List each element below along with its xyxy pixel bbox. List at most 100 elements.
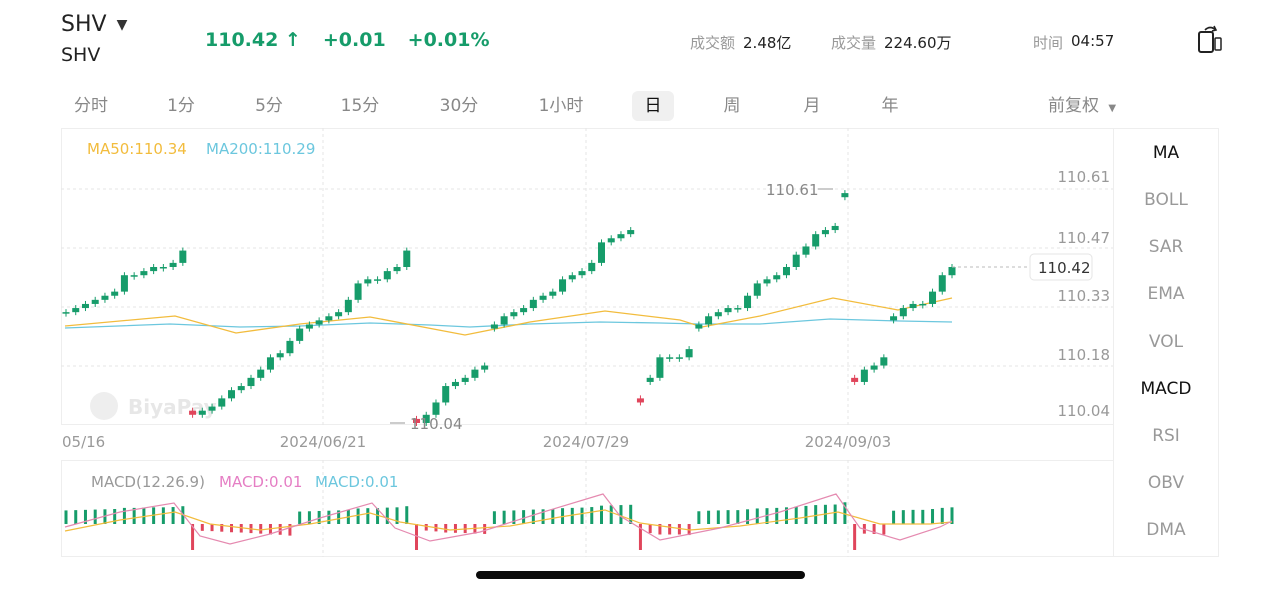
candle-body: [734, 308, 742, 310]
date-tick: 2024/07/29: [543, 433, 629, 451]
indicator-panel: MA BOLL SAR EMA VOL MACD RSI OBV DMA: [1113, 128, 1219, 557]
macd-bar: [736, 510, 740, 524]
tab-week[interactable]: 周: [723, 96, 741, 116]
macd-bar: [337, 510, 341, 524]
price-change: +0.01: [322, 29, 386, 51]
candle-body: [335, 312, 343, 317]
main-chart-frame[interactable]: [61, 128, 1113, 425]
macd-bar: [580, 507, 584, 524]
candle-body: [520, 308, 528, 313]
home-indicator[interactable]: [476, 571, 805, 579]
macd-bar: [833, 504, 837, 524]
volume-value: 224.60万: [884, 34, 952, 52]
macd-dea-line: [64, 509, 953, 532]
macd-dif-line: [64, 493, 953, 545]
macd-bar: [191, 524, 195, 550]
candle-body: [354, 283, 362, 300]
candle-body: [208, 406, 216, 411]
macd-bar: [522, 510, 526, 524]
rotate-screen-icon[interactable]: [1196, 24, 1224, 54]
indicator-vol[interactable]: VOL: [1148, 332, 1184, 352]
macd-bar: [901, 510, 905, 524]
macd-bar: [405, 506, 409, 524]
macd-bar: [512, 510, 516, 524]
tab-15min[interactable]: 15分: [340, 96, 380, 116]
macd-bar: [638, 524, 642, 550]
macd-bar: [551, 509, 555, 524]
macd-bar: [278, 524, 282, 535]
candle-body: [150, 267, 158, 272]
tab-1hour[interactable]: 1小时: [538, 96, 584, 116]
macd-bar: [784, 507, 788, 524]
tab-30min[interactable]: 30分: [439, 96, 479, 116]
candle-body: [812, 234, 820, 247]
tab-year[interactable]: 年: [881, 96, 899, 116]
macd-bar: [356, 508, 360, 524]
candle-body: [510, 312, 518, 317]
candle-body: [821, 230, 829, 235]
tab-month[interactable]: 月: [803, 96, 821, 116]
indicator-ma[interactable]: MA: [1152, 143, 1180, 163]
candle-body: [851, 377, 859, 382]
symbol-selector[interactable]: SHV ▼: [61, 12, 127, 37]
macd-bar: [746, 509, 750, 524]
indicator-dma[interactable]: DMA: [1146, 520, 1186, 540]
price-row: 110.42 ↑ +0.01 +0.01%: [205, 29, 490, 51]
price-tick: 110.18: [1058, 346, 1111, 364]
watermark: BiyaPay: [90, 392, 217, 420]
candle-body: [890, 316, 898, 321]
price-tick: 110.33: [1058, 287, 1111, 305]
ma50-legend: MA50:110.34: [87, 140, 187, 158]
candle-body: [938, 275, 946, 292]
indicator-sar[interactable]: SAR: [1148, 237, 1184, 257]
candle-body: [685, 349, 693, 358]
macd-bar: [853, 524, 857, 550]
indicator-rsi[interactable]: RSI: [1152, 426, 1180, 446]
candle-body: [695, 324, 703, 329]
candle-body: [666, 357, 674, 359]
candle-body: [471, 369, 479, 378]
tab-1min[interactable]: 1分: [167, 96, 195, 116]
candle-body: [880, 357, 888, 366]
macd-bar: [376, 508, 380, 524]
price-tick: 110.04: [1058, 402, 1111, 420]
macd-bar: [658, 524, 662, 535]
turnover-stat: 成交额 2.48亿: [690, 32, 791, 53]
macd-params-legend: MACD(12.26.9): [91, 473, 205, 491]
adjust-label: 前复权: [1048, 96, 1099, 116]
candle-body: [705, 316, 713, 325]
indicator-boll[interactable]: BOLL: [1144, 190, 1188, 210]
macd-bar: [716, 510, 720, 524]
macd-bar: [327, 510, 331, 524]
macd-bar: [502, 510, 506, 524]
candle-body: [432, 402, 440, 415]
candle-body: [607, 238, 615, 243]
candle-body: [296, 328, 304, 341]
macd-bar: [619, 505, 623, 524]
macd-chart-frame[interactable]: [61, 460, 1113, 557]
candle-body: [374, 279, 382, 281]
candle-body: [763, 279, 771, 284]
tab-intraday[interactable]: 分时: [74, 96, 108, 116]
tab-day[interactable]: 日: [632, 91, 674, 121]
indicator-ema[interactable]: EMA: [1147, 284, 1185, 304]
candle-body: [218, 398, 226, 407]
candle-body: [568, 275, 576, 280]
candles: [62, 190, 956, 426]
candle-body: [266, 357, 274, 370]
macd-bar: [882, 524, 886, 535]
macd-bar: [317, 510, 321, 524]
tab-5min[interactable]: 5分: [255, 96, 283, 116]
indicator-macd[interactable]: MACD: [1140, 379, 1192, 399]
macd-bar: [210, 524, 214, 532]
candle-body: [841, 193, 849, 198]
caret-down-icon: ▼: [116, 16, 128, 33]
candle-body: [237, 386, 245, 391]
candle-body: [179, 250, 187, 263]
adjust-selector[interactable]: 前复权 ▼: [1048, 91, 1116, 121]
candle-body: [364, 279, 372, 284]
macd-bar: [726, 510, 730, 524]
macd-bar: [483, 524, 487, 534]
date-tick: 2024/06/21: [280, 433, 366, 451]
indicator-obv[interactable]: OBV: [1147, 473, 1185, 493]
